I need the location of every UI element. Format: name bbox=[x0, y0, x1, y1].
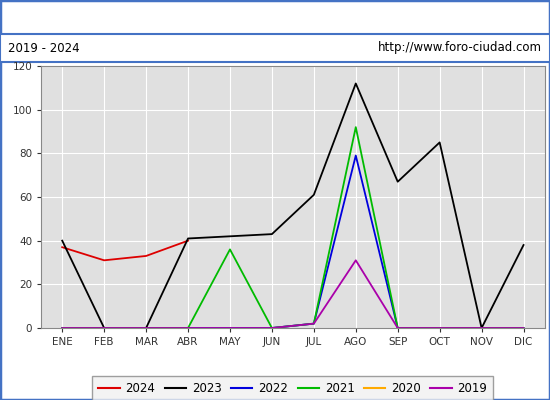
Legend: 2024, 2023, 2022, 2021, 2020, 2019: 2024, 2023, 2022, 2021, 2020, 2019 bbox=[92, 376, 493, 400]
Text: Evolucion Nº Turistas Extranjeros en el municipio de Val de San Lorenzo: Evolucion Nº Turistas Extranjeros en el … bbox=[36, 10, 514, 24]
Text: 2019 - 2024: 2019 - 2024 bbox=[8, 42, 80, 54]
Text: http://www.foro-ciudad.com: http://www.foro-ciudad.com bbox=[378, 42, 542, 54]
